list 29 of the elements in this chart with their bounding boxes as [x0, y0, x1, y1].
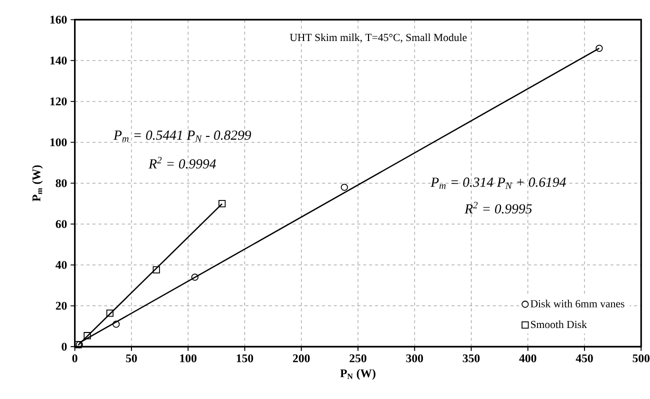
- x-axis-title: P$_{N}$ (W): [340, 369, 376, 380]
- legend-label: Smooth Disk: [530, 320, 587, 328]
- y-tick-label: 140: [50, 56, 67, 65]
- x-tick-label: 250: [350, 354, 366, 362]
- annotation: P$_{m}$ = 0.5441 P$_{N}$ - 0.8299: [114, 130, 252, 142]
- x-tick-label: 400: [519, 354, 536, 362]
- x-tick-label: 200: [293, 354, 310, 362]
- y-tick-label: 20: [56, 302, 67, 310]
- x-tick-label: 450: [576, 354, 593, 362]
- y-tick-label: 60: [56, 220, 67, 228]
- annotation: P$_{m}$ = 0.314 P$_{N}$ + 0.6194: [430, 178, 566, 189]
- y-tick-label: 100: [50, 138, 67, 146]
- x-tick-label: 300: [406, 354, 423, 362]
- legend-label: Disk with 6mm vanes: [530, 300, 624, 308]
- y-tick-label: 40: [56, 261, 67, 269]
- x-tick-label: 150: [236, 354, 254, 362]
- x-tick-label: 50: [126, 354, 137, 362]
- y-tick-label: 80: [56, 179, 67, 188]
- y-tick-label: 0: [62, 342, 67, 351]
- y-tick-label: 120: [50, 98, 67, 106]
- annotation: R$^{2}$ = 0.9994: [148, 156, 216, 169]
- x-tick-label: 100: [180, 354, 196, 362]
- x-tick-label: 0: [72, 354, 78, 362]
- y-tick-label: 160: [50, 16, 67, 24]
- x-tick-label: 350: [462, 354, 480, 362]
- x-tick-label: 500: [632, 354, 650, 362]
- y-axis-title: P$_{m}$ (W): [32, 165, 43, 202]
- text: UHT Skim milk, T=45°C, Small Module: [290, 34, 467, 43]
- annotation: R$^{2}$ = 0.9995: [464, 202, 532, 214]
